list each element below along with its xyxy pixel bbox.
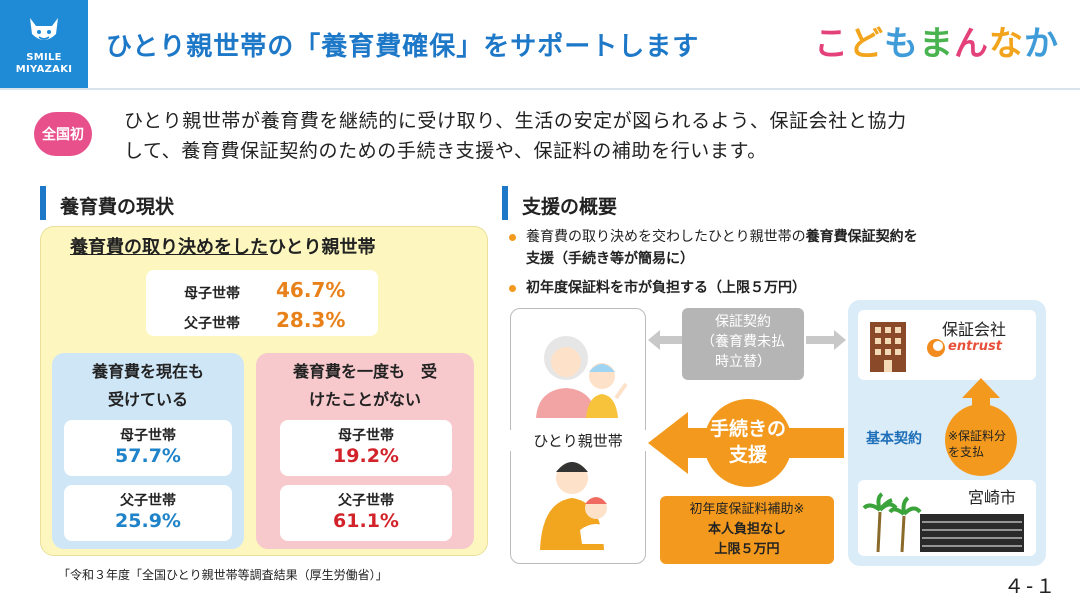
brand-char: か [1024, 24, 1059, 64]
card-value: 25.9% [115, 510, 181, 532]
stat-label-father: 父子世帯 [184, 316, 240, 332]
agreement-stats [146, 270, 378, 336]
never-father-card: 父子世帯 61.1% [280, 485, 452, 541]
agreement-heading-rest: ひとり親世帯 [268, 237, 376, 258]
bullet-text-bold: 支援（手続き等が簡易に） [526, 251, 694, 267]
brand-char: ま [919, 24, 954, 64]
brand-char: な [989, 24, 1024, 64]
stat-value-father: 28.3% [276, 308, 346, 332]
card-value: 61.1% [333, 510, 399, 532]
never-title-line: 養育費を一度も 受 [292, 362, 437, 381]
section-marker [40, 186, 46, 220]
entrust-logo-text: entrust [948, 339, 1002, 354]
receiving-mother-card: 母子世帯 57.7% [64, 420, 232, 476]
agreement-heading: 養育費の取り決めをしたひとり親世帯 [70, 233, 375, 259]
receiving-title: 養育費を現在も 受けている [52, 358, 244, 414]
entrust-mark-icon [927, 339, 945, 357]
section-title-current: 養育費の現状 [60, 196, 175, 218]
kodomo-mannaka-logo: こどもまんなか [814, 16, 1059, 65]
smile-miyazaki-logo: SMILE MIYAZAKI [0, 0, 88, 88]
procedure-support-label: 手続きの 支援 [702, 416, 794, 468]
intro-text: ひとり親世帯が養育費を継続的に受け取り、生活の安定が図られるよう、保証会社と協力… [124, 106, 1044, 166]
procedure-support-arrow-icon [648, 399, 844, 487]
first-in-nation-badge: 全国初 [34, 112, 92, 156]
single-parent-label: ひとり親世帯 [510, 430, 646, 451]
page-number: ４-１ [1004, 574, 1058, 598]
never-title-line: けたことがない [308, 390, 421, 409]
card-value: 57.7% [115, 445, 181, 467]
stat-value-mother: 46.7% [276, 278, 346, 302]
receiving-father-card: 父子世帯 25.9% [64, 485, 232, 541]
procedure-line: 支援 [728, 444, 767, 466]
contract-line: 保証契約 [715, 314, 771, 330]
card-label: 母子世帯 [120, 428, 176, 444]
contract-line: （養育費未払 [701, 334, 785, 350]
section-marker [502, 186, 508, 220]
fee-line: を支払 [948, 445, 985, 459]
office-building-icon [870, 322, 906, 372]
guarantee-company-label: 保証会社 [942, 320, 1007, 339]
stat-label-mother: 母子世帯 [184, 286, 240, 302]
brand-char: ど [849, 24, 884, 64]
mascot-icon [30, 18, 58, 40]
logo-text-miyazaki: MIYAZAKI [15, 64, 73, 75]
section-title-overview: 支援の概要 [522, 196, 618, 218]
fee-line: ※保証料分 [948, 429, 1007, 443]
bullet-dot [509, 285, 516, 292]
contract-line: 時立替） [715, 354, 771, 370]
first-year-subsidy-box: 初年度保証料補助※ 本人負担なし 上限５万円 [660, 496, 834, 564]
page-title: ひとり親世帯の「養育費確保」をサポートします [106, 32, 700, 62]
contract-arrow-icon [648, 330, 846, 350]
never-mother-card: 母子世帯 19.2% [280, 420, 452, 476]
single-parent-illustration [536, 336, 628, 550]
subsidy-line: 上限５万円 [714, 542, 780, 557]
intro-line: ひとり親世帯が養育費を継続的に受け取り、生活の安定が図られるよう、保証会社と協力 [124, 110, 907, 132]
card-label: 母子世帯 [338, 428, 394, 444]
fee-payment-arrow-icon [945, 378, 1017, 476]
intro-line: して、養育費保証契約のための手続き支援や、保証料の補助を行います。 [124, 140, 767, 162]
fee-paid-note: ※保証料分 を支払 [948, 428, 1006, 460]
bullet-text-bold: 養育費保証契約を [805, 229, 918, 245]
header-divider [0, 88, 1080, 90]
city-hall-illustration [862, 492, 1024, 553]
brand-char: ん [954, 24, 989, 64]
brand-char: こ [814, 24, 849, 64]
logo-text-smile: SMILE [26, 52, 62, 63]
basic-contract-label: 基本契約 [866, 431, 922, 447]
source-note: 「令和３年度「全国ひとり親世帯等調査結果（厚生労働省）」 [58, 568, 388, 582]
bullet-text: 養育費の取り決めを交わしたひとり親世帯の [526, 229, 806, 245]
bullet-contract-support: 養育費の取り決めを交わしたひとり親世帯の養育費保証契約を 支援（手続き等が簡易に… [526, 226, 1046, 270]
procedure-line: 手続きの [709, 418, 786, 440]
subsidy-line: 初年度保証料補助※ [689, 502, 805, 517]
guarantee-contract-box: 保証契約 （養育費未払 時立替） [682, 308, 804, 380]
agreement-heading-underlined: 養育費の取り決めをした [70, 237, 268, 258]
receiving-title-line: 養育費を現在も [91, 362, 204, 381]
bullet-dot [509, 234, 516, 241]
never-title: 養育費を一度も 受 けたことがない [256, 358, 474, 414]
card-value: 19.2% [333, 445, 399, 467]
miyazaki-city-label: 宮崎市 [966, 484, 1019, 508]
subsidy-line: 本人負担なし [707, 522, 786, 537]
card-label: 父子世帯 [338, 493, 394, 509]
card-label: 父子世帯 [120, 493, 176, 509]
bullet-fee-burden: 初年度保証料を市が負担する（上限５万円） [526, 280, 806, 296]
brand-char: も [884, 24, 919, 64]
receiving-title-line: 受けている [107, 390, 188, 409]
